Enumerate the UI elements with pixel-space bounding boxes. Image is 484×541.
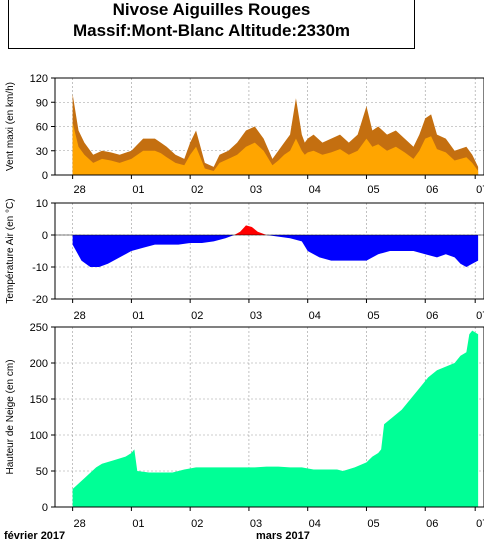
x-day-label: 03 (250, 184, 262, 196)
chart-panel-1: -20 -10 0 10 Température Air (en °C) 28 01 02 03… (5, 198, 484, 322)
x-day-label: 02 (191, 184, 203, 196)
series-area-0 (72, 330, 479, 507)
series-area-1 (72, 122, 479, 175)
chart-title-line-1: Nivose Aiguilles Rouges (112, 0, 311, 19)
x-day-label: 05 (367, 184, 379, 196)
y-tick-label: 60 (36, 122, 48, 134)
x-day-label: 01 (132, 310, 144, 322)
x-day-label: 28 (74, 184, 86, 196)
x-day-label: 01 (132, 184, 144, 196)
y-tick-label: -10 (32, 262, 48, 274)
x-day-label: 06 (426, 184, 438, 196)
y-tick-label: 0 (42, 502, 48, 514)
y-tick-label: 100 (30, 430, 48, 442)
x-day-label: 02 (191, 310, 203, 322)
x-day-label: 28 (74, 518, 86, 530)
plot-area-1 (55, 203, 484, 299)
y-tick-label: 50 (36, 466, 48, 478)
y-tick-label: 90 (36, 97, 48, 109)
x-day-label: 02 (191, 518, 203, 530)
x-day-label: 03 (250, 310, 262, 322)
x-day-label: 28 (74, 310, 86, 322)
y-axis-title: Hauteur de Neige (en cm) (5, 359, 16, 474)
month-label-march: mars 2017 (256, 530, 310, 541)
month-label-february: février 2017 (4, 530, 65, 541)
y-axis-title: Vent maxi (en km/h) (5, 82, 16, 171)
y-tick-label: 10 (36, 198, 48, 210)
plot-area-2 (55, 327, 484, 507)
y-tick-label: 0 (42, 170, 48, 182)
x-day-label: 07 (476, 184, 484, 196)
plot-area-0 (55, 78, 484, 175)
x-day-label: 07 (476, 310, 484, 322)
x-day-label: 06 (426, 518, 438, 530)
x-day-label: 06 (426, 310, 438, 322)
x-day-label: 03 (250, 518, 262, 530)
x-day-label: 05 (367, 518, 379, 530)
y-axis-title: Température Air (en °C) (5, 198, 16, 303)
x-day-label: 04 (309, 184, 321, 196)
x-day-label: 04 (309, 310, 321, 322)
y-tick-label: 120 (30, 73, 48, 85)
y-tick-label: 200 (30, 358, 48, 370)
x-day-label: 07 (476, 518, 484, 530)
chart-title-box: Nivose Aiguilles Rouges Massif:Mont-Blan… (8, 0, 415, 49)
y-tick-label: -20 (32, 294, 48, 306)
y-tick-label: 30 (36, 146, 48, 158)
panel-frame (54, 202, 484, 300)
y-tick-label: 150 (30, 394, 48, 406)
panel-frame (54, 326, 484, 508)
chart-title-line-2: Massif:Mont-Blanc Altitude:2330m (72, 21, 351, 40)
x-day-label: 01 (132, 518, 144, 530)
x-day-label: 05 (367, 310, 379, 322)
chart-panel-0: 0 30 60 90 120 Vent maxi (en km/h) 28 01 02 03 04 0… (5, 73, 484, 196)
y-tick-label: 250 (30, 322, 48, 334)
x-day-label: 04 (309, 518, 321, 530)
y-tick-label: 0 (42, 230, 48, 242)
temperature-below-zero-area (72, 235, 479, 267)
